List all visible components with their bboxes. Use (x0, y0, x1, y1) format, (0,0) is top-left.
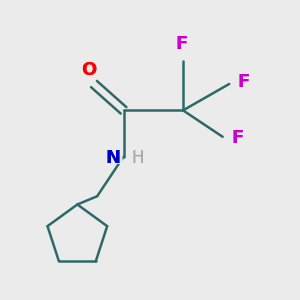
Text: F: F (175, 34, 188, 52)
Text: N: N (106, 148, 124, 168)
Text: F: F (238, 73, 250, 91)
Text: F: F (231, 129, 243, 147)
Text: N: N (105, 149, 120, 167)
Text: N: N (105, 149, 120, 167)
Text: F: F (238, 73, 250, 91)
Text: F: F (225, 128, 240, 148)
Text: O: O (81, 61, 97, 79)
Text: O: O (80, 67, 98, 87)
Text: F: F (231, 129, 243, 147)
Text: F: F (174, 43, 189, 63)
Text: F: F (232, 72, 247, 92)
Text: F: F (175, 34, 188, 52)
Text: H: H (132, 149, 144, 167)
Text: H: H (132, 149, 144, 167)
Text: O: O (81, 61, 97, 79)
